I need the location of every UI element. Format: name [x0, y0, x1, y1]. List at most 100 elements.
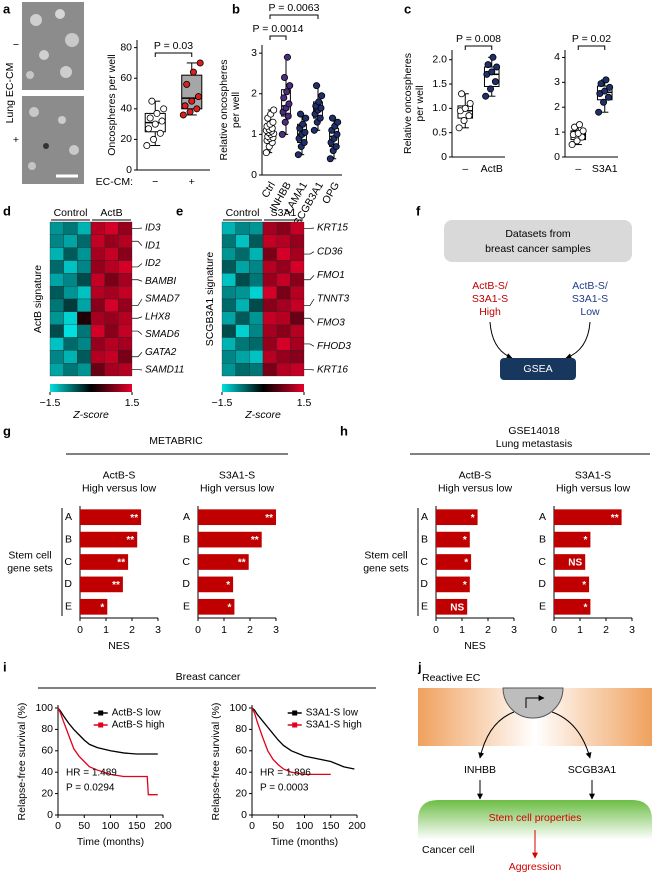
- column-group-label: ActB: [100, 207, 122, 219]
- significance-label: *: [463, 580, 467, 591]
- y-axis-label: Relative oncospheres: [402, 53, 414, 154]
- heatmap-cell: [262, 337, 277, 351]
- significance-label: *: [471, 513, 475, 524]
- data-point: [602, 76, 610, 84]
- heatmap-cell: [118, 221, 133, 235]
- legend-label: S3A1-S low: [306, 708, 359, 719]
- heatmap-cell: [249, 234, 264, 248]
- heatmap-cell: [235, 298, 250, 312]
- bar: [554, 598, 591, 615]
- heatmap-cell: [235, 221, 250, 235]
- heatmap-cell: [118, 350, 133, 364]
- category-label: D: [182, 578, 190, 590]
- chart-subtitle: High versus low: [438, 482, 513, 494]
- x-axis-label: EC-CM:: [96, 176, 133, 188]
- gene-leader: [132, 298, 143, 306]
- gene-leader: [132, 330, 143, 335]
- heatmap-cell: [49, 337, 64, 351]
- cancer-cell: [418, 800, 652, 840]
- heatmap-cell: [262, 286, 277, 300]
- heatmap-cell: [118, 311, 133, 325]
- data-point: [179, 111, 187, 119]
- gene-label: FMO1: [317, 270, 345, 281]
- arrow: [478, 711, 515, 759]
- p-value: P = 0.0014: [253, 23, 304, 35]
- heatmap-cell: [90, 324, 105, 338]
- category-label: C: [420, 556, 428, 568]
- significance-label: NS: [568, 558, 582, 569]
- p-value: P = 0.0063: [269, 2, 320, 14]
- y-axis-label: Stem cell: [8, 549, 51, 561]
- low-label: Low: [580, 306, 600, 318]
- data-point: [333, 130, 341, 138]
- heatmap-cell: [262, 221, 277, 235]
- gene-label: CD36: [317, 246, 343, 257]
- heatmap-cell: [63, 350, 78, 364]
- significance-bracket: [269, 14, 319, 19]
- y-tick-label: 0: [241, 809, 247, 821]
- x-tick-label: 3: [273, 624, 279, 636]
- annotation: HR = 1.489: [66, 768, 117, 779]
- arrow: [565, 321, 591, 359]
- heatmap-cell: [235, 286, 250, 300]
- colorbar-tick-label: −1.5: [212, 397, 233, 409]
- outcome-label: Aggression: [509, 861, 562, 873]
- heatmap-cell: [262, 298, 277, 312]
- category-label: A: [183, 511, 190, 523]
- heatmap-cell: [262, 311, 277, 325]
- heatmap-cell: [104, 260, 119, 274]
- y-tick-label: 1: [554, 126, 560, 138]
- heatmap-cell: [221, 324, 236, 338]
- x-tick-label: OPG: [320, 180, 342, 206]
- y-tick-label: 2: [251, 88, 257, 100]
- category-label: C: [538, 556, 546, 568]
- workflow-diagram: Datasets from breast cancer samples ActB…: [444, 220, 632, 380]
- heatmap-cell: [118, 286, 133, 300]
- heatmap-cell: [118, 298, 133, 312]
- data-point: [568, 141, 576, 149]
- x-tick-label: S3A1: [592, 163, 618, 175]
- legend-marker: [98, 722, 104, 728]
- heatmap-cell: [77, 363, 92, 377]
- data-point: [482, 92, 490, 100]
- data-point: [301, 128, 309, 136]
- heatmap-cell: [104, 221, 119, 235]
- y-tick-label: 20: [120, 133, 132, 145]
- heatmap-cell: [235, 260, 250, 274]
- y-tick-label: 0: [251, 169, 257, 181]
- panel-letter: g: [3, 423, 11, 438]
- significance-label: *: [100, 602, 104, 613]
- x-tick-label: ActB: [481, 163, 503, 175]
- x-axis-label: Time (months): [77, 836, 144, 848]
- dataset-label: breast cancer samples: [485, 243, 591, 255]
- data-point: [300, 138, 308, 146]
- data-point: [283, 53, 291, 61]
- y-tick-label: 3: [554, 76, 560, 88]
- data-point: [466, 100, 474, 108]
- gene-label: SMAD7: [145, 294, 180, 305]
- data-point: [193, 105, 201, 113]
- category-label: A: [539, 511, 546, 523]
- data-point: [460, 117, 468, 125]
- x-tick-label: 1: [577, 624, 583, 636]
- heatmap-cell: [90, 221, 105, 235]
- heatmap-cell: [290, 221, 305, 235]
- panel-letter: c: [404, 1, 411, 16]
- heatmap-cell: [290, 337, 305, 351]
- category-label: A: [65, 511, 72, 523]
- data-point: [455, 124, 463, 132]
- significance-label: *: [226, 580, 230, 591]
- y-tick-label: 3: [251, 47, 257, 59]
- data-point: [579, 127, 587, 135]
- data-point: [153, 109, 161, 117]
- heatmap-cell: [77, 298, 92, 312]
- gene-leader: [132, 352, 143, 358]
- x-tick-label: 150: [322, 820, 340, 832]
- heatmap-cell: [63, 221, 78, 235]
- panel-letter: a: [3, 1, 11, 16]
- gsea-label: GSEA: [523, 363, 552, 375]
- colorbar: [222, 384, 304, 392]
- heatmap-cell: [77, 273, 92, 287]
- heatmap-cell: [249, 286, 264, 300]
- significance-bracket: [577, 45, 606, 50]
